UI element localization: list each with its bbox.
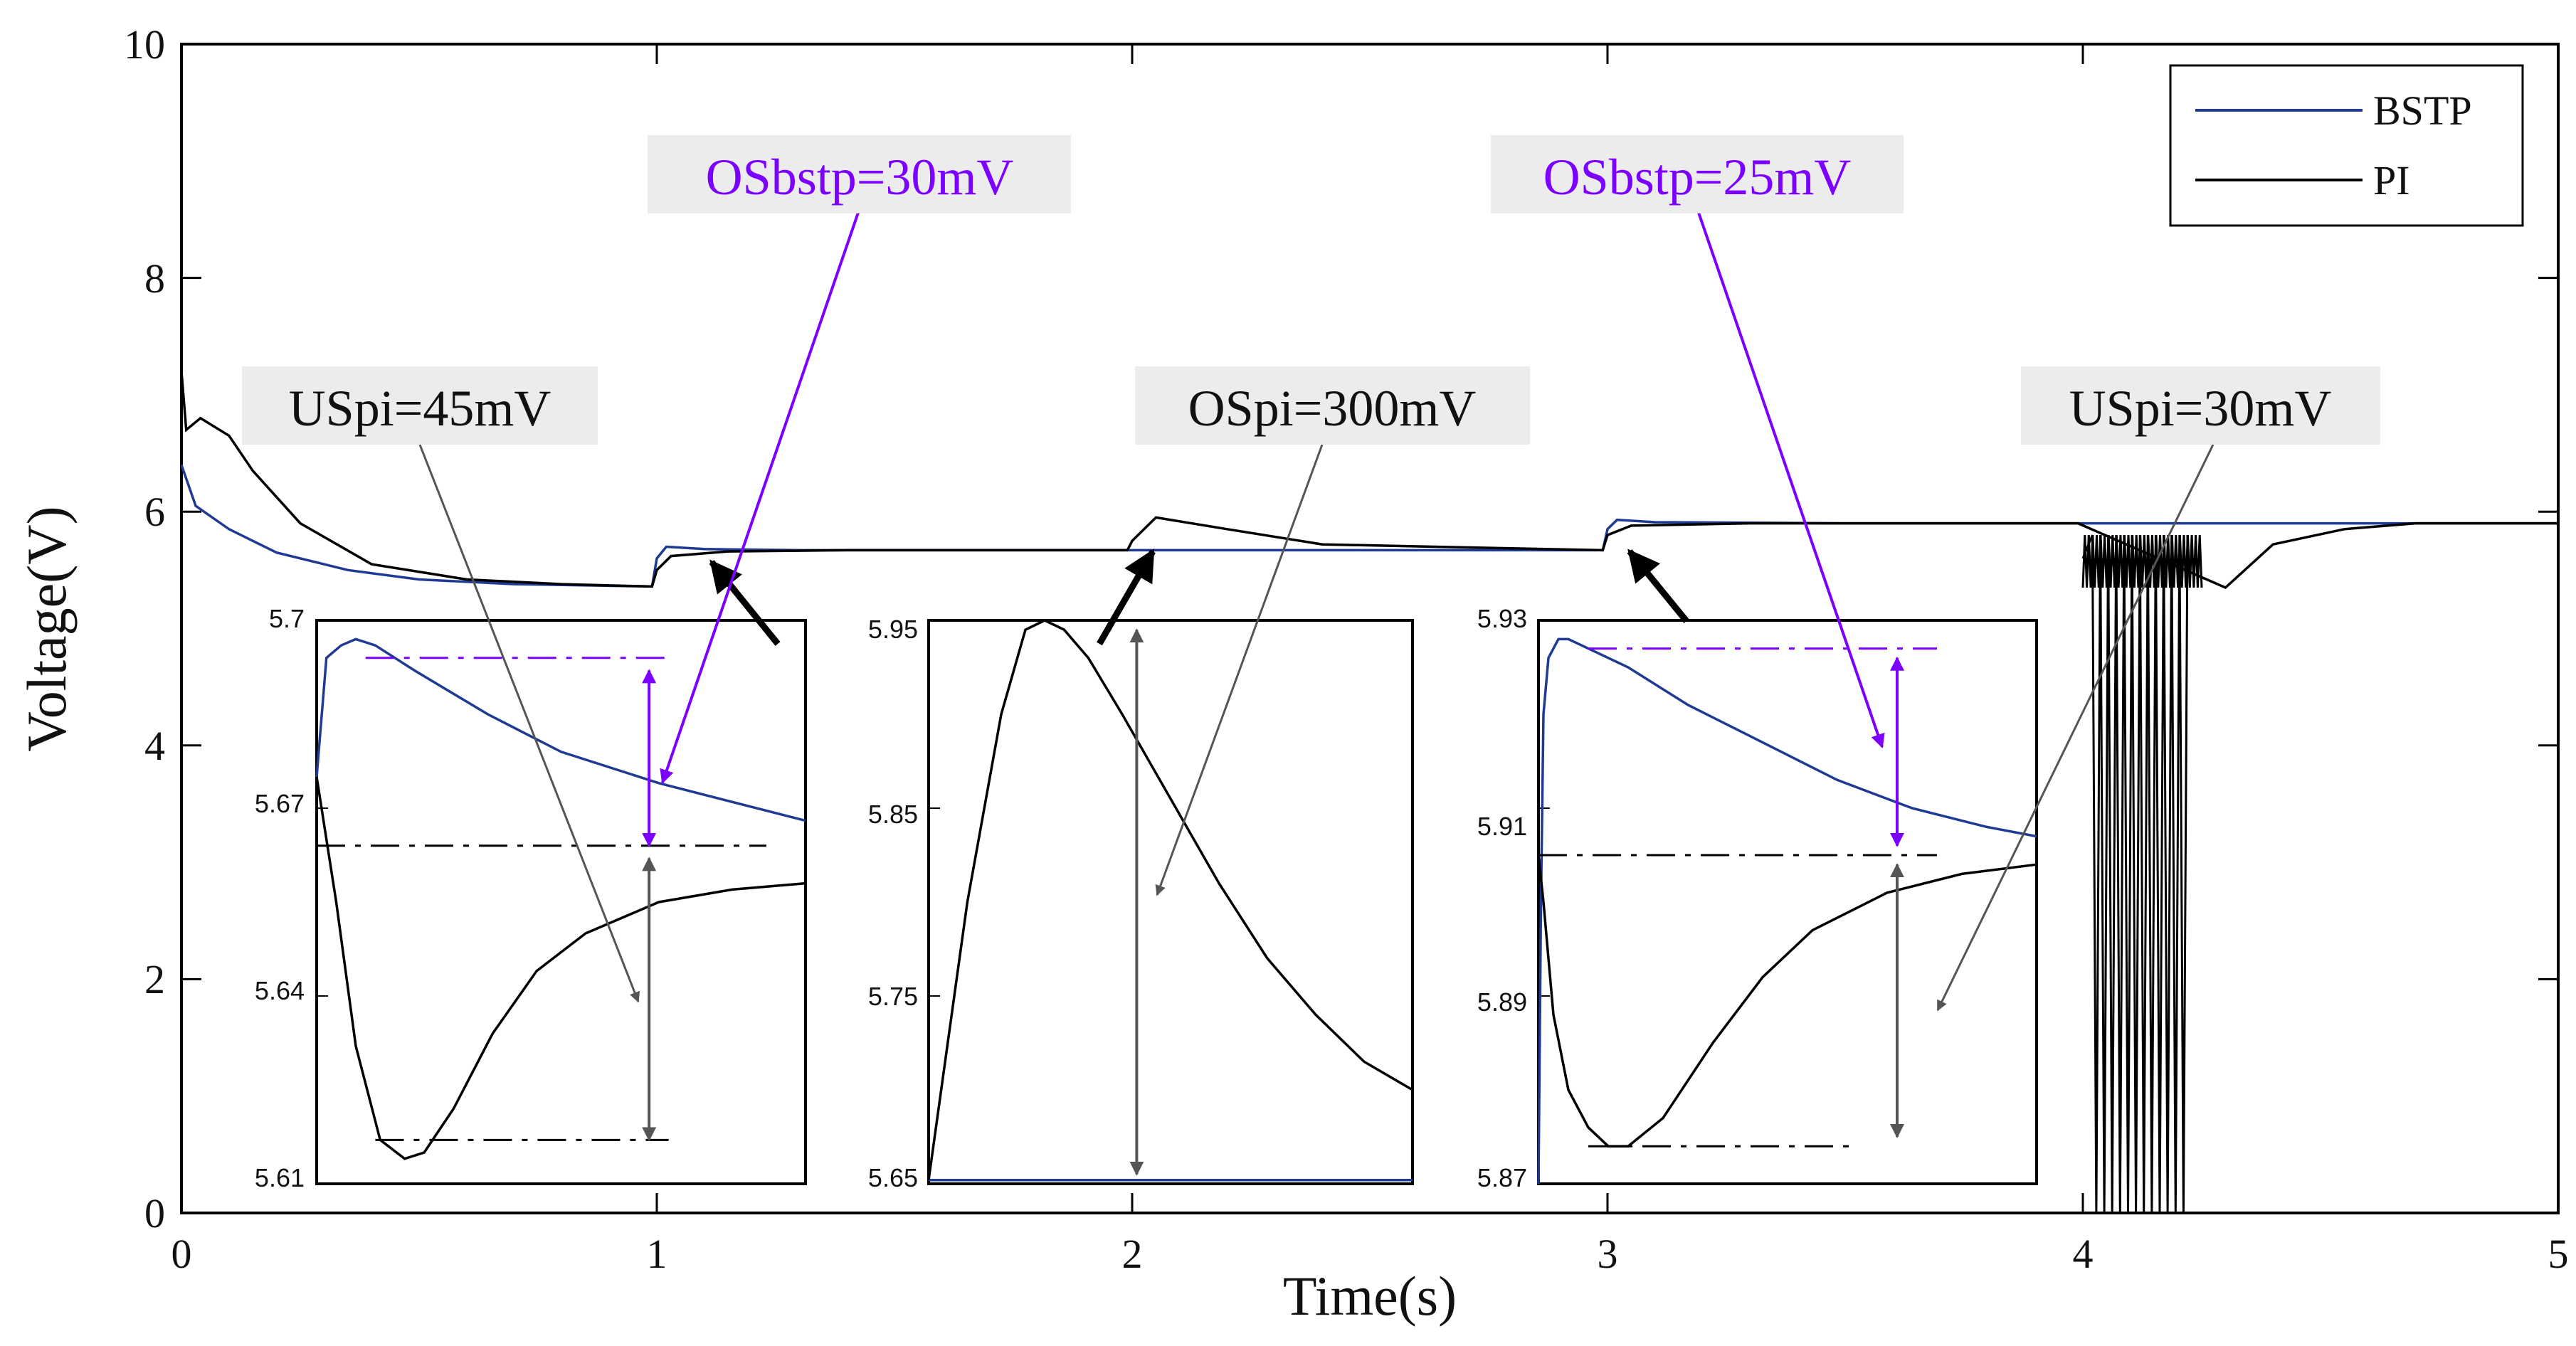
inset-3-pi-line xyxy=(1537,854,2037,1148)
zoom-pointer-3 xyxy=(1627,549,1689,623)
y-axis-label: Voltage(V) xyxy=(16,506,78,751)
callout-arrow-osbstp-25 xyxy=(1696,208,1885,748)
inset-3-y-tick-label: 5.91 xyxy=(1477,812,1527,841)
x-tick-label: 3 xyxy=(1598,1231,1618,1277)
x-tick-label: 1 xyxy=(647,1231,667,1277)
annotation-osbstp-30: OSbstp=30mV xyxy=(648,135,1071,213)
inset-box-3 xyxy=(1537,619,2038,1185)
annotation-text: USpi=30mV xyxy=(2069,380,2332,437)
inset-1-y-tick-label: 5.67 xyxy=(255,789,305,818)
x-tick-label: 2 xyxy=(1122,1231,1143,1277)
inset-1-content xyxy=(315,620,806,1185)
x-tick-label: 4 xyxy=(2073,1231,2094,1277)
inset-2-y-tick-label: 5.75 xyxy=(868,982,918,1011)
inset-box-2 xyxy=(927,619,1414,1185)
inset-1-y-tick-label: 5.7 xyxy=(269,604,305,633)
zoom-pointer-2 xyxy=(1097,549,1156,646)
legend: BSTP PI xyxy=(2169,64,2524,227)
y-tick-label: 10 xyxy=(124,21,165,68)
annotation-osbstp-25: OSbstp=25mV xyxy=(1491,135,1904,213)
inset-box-1 xyxy=(315,619,807,1185)
y-tick-label: 4 xyxy=(144,723,165,769)
legend-label-bstp: BSTP xyxy=(2373,88,2472,134)
inset-2-y-tick-label: 5.95 xyxy=(868,615,918,644)
main-ticks xyxy=(180,43,2560,1214)
inset-1-bstp-line xyxy=(315,637,806,822)
callout-arrow-ospi-300 xyxy=(1155,444,1324,896)
inset-3-y-tick-label: 5.89 xyxy=(1477,987,1527,1017)
zoom-pointers xyxy=(709,549,1689,646)
callout-arrow-uspi-45 xyxy=(418,444,640,1003)
annotation-uspi-45: USpi=45mV xyxy=(242,366,598,445)
callout-arrow-osbstp-30 xyxy=(660,208,861,784)
inset-3-y-tick-label: 5.93 xyxy=(1477,604,1527,633)
inset-2-pi-line xyxy=(927,619,1413,1180)
inset-3-y-tick-label: 5.87 xyxy=(1477,1163,1527,1192)
annotation-text: OSbstp=30mV xyxy=(706,149,1014,206)
inset-1-pi-line xyxy=(315,776,806,1160)
y-tick-label: 0 xyxy=(144,1190,165,1236)
inset-2-y-tick-label: 5.65 xyxy=(868,1163,918,1192)
zoom-pointer-1 xyxy=(709,559,781,646)
x-axis-label: Time(s) xyxy=(1283,1265,1457,1327)
legend-label-pi: PI xyxy=(2373,157,2410,203)
callout-arrows xyxy=(418,208,2215,1012)
y-tick-label: 6 xyxy=(144,489,165,535)
annotation-text: USpi=45mV xyxy=(289,380,551,437)
annotation-ospi-300: OSpi=300mV xyxy=(1135,366,1530,445)
annotation-uspi-30: USpi=30mV xyxy=(2021,366,2380,445)
pi-oscillation xyxy=(2081,534,2189,1214)
y-tick-label: 2 xyxy=(144,956,165,1002)
inset-layer xyxy=(315,619,2037,1185)
y-tick-label: 8 xyxy=(144,255,165,302)
legend-box xyxy=(2169,64,2524,227)
inset-1-y-tick-label: 5.61 xyxy=(255,1163,305,1192)
x-tick-label: 5 xyxy=(2548,1231,2569,1277)
inset-1-y-tick-label: 5.64 xyxy=(255,976,305,1005)
callout-arrow-uspi-30 xyxy=(1936,444,2215,1012)
annotation-text: OSpi=300mV xyxy=(1188,380,1477,437)
inset-3-content xyxy=(1537,620,2037,1185)
x-tick-label: 0 xyxy=(171,1231,192,1277)
inset-2-y-tick-label: 5.85 xyxy=(868,800,918,829)
inset-2-content xyxy=(927,619,1413,1185)
annotation-text: OSbstp=25mV xyxy=(1543,149,1852,206)
